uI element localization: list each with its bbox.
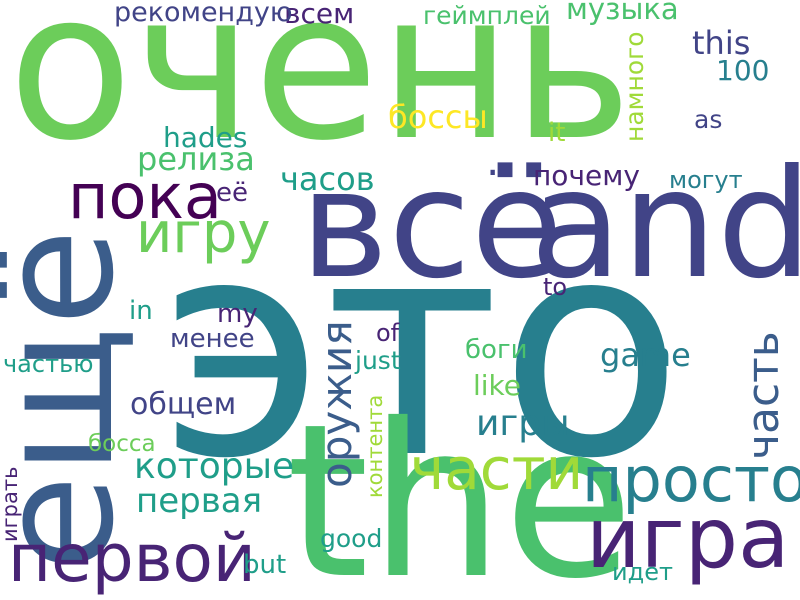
word-game: game xyxy=(600,336,691,374)
word-chast: часть xyxy=(738,331,789,460)
word-kontenta: контента xyxy=(363,394,387,498)
word-in: in xyxy=(129,296,153,326)
word-obshchem: общем xyxy=(130,387,237,422)
word-it: it xyxy=(548,118,566,148)
word-igrat: играть xyxy=(0,466,22,543)
word-to: to xyxy=(543,273,568,301)
word-just: just xyxy=(355,346,401,375)
word-namnogo: намного xyxy=(620,31,649,142)
word-muzyka: музыка xyxy=(566,0,679,26)
word-as: as xyxy=(694,105,723,134)
word-pervoy: первой xyxy=(8,520,256,597)
word-menee: менее xyxy=(170,324,255,354)
word-eyo: её xyxy=(216,178,248,208)
word-bogi: боги xyxy=(465,335,528,365)
word-geymplay: геймплей xyxy=(423,1,551,30)
word-poka: пока xyxy=(68,160,222,233)
word-bossa: босса xyxy=(88,431,156,457)
word-vsyo: всё xyxy=(300,138,564,312)
word-reliza: релиза xyxy=(137,140,255,178)
word-pochemu: почему xyxy=(533,159,640,192)
word-igry: игры xyxy=(476,403,570,444)
word-hades: hades xyxy=(163,121,248,154)
word-chastyu: частью xyxy=(3,350,94,378)
word-idet: идет xyxy=(612,558,673,586)
word-and: and xyxy=(530,138,800,312)
word-ochen: очень xyxy=(8,0,633,186)
word-vsem: всем xyxy=(284,0,355,30)
word-eto: это xyxy=(160,175,683,524)
word-like: like xyxy=(473,369,522,402)
word-of: of xyxy=(376,319,400,347)
word-bossy: боссы xyxy=(388,98,488,136)
word-this: this xyxy=(692,24,751,62)
word-chasov: часов xyxy=(280,160,375,198)
word-rekomenduyu: рекомендую xyxy=(114,0,293,28)
word-igra: игра xyxy=(586,489,790,587)
word-kotorye: которые xyxy=(134,446,295,487)
word-100: 100 xyxy=(716,54,770,87)
word-oruzhiya: оружия xyxy=(312,320,361,488)
word-mogut: могут xyxy=(669,166,743,194)
word-good: good xyxy=(320,524,383,553)
word-the: the xyxy=(286,378,634,600)
word-pervaya: первая xyxy=(136,481,263,521)
word-igru: игру xyxy=(136,201,271,266)
word-my: my xyxy=(217,299,258,329)
word-prosto: просто xyxy=(582,443,800,516)
word-chasti: части xyxy=(410,435,584,503)
word-dots: .. xyxy=(486,136,513,185)
word-but: but xyxy=(243,550,287,580)
